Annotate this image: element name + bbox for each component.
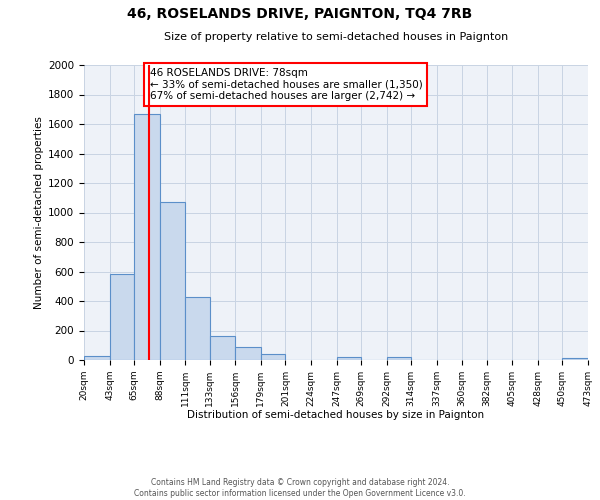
Title: Size of property relative to semi-detached houses in Paignton: Size of property relative to semi-detach…	[164, 32, 508, 42]
Bar	[134, 114, 160, 360]
X-axis label: Distribution of semi-detached houses by size in Paignton: Distribution of semi-detached houses by …	[187, 410, 485, 420]
Bar	[160, 202, 185, 360]
Bar	[261, 354, 286, 360]
Bar	[386, 357, 411, 360]
Bar	[84, 356, 110, 360]
Text: 46, ROSELANDS DRIVE, PAIGNTON, TQ4 7RB: 46, ROSELANDS DRIVE, PAIGNTON, TQ4 7RB	[127, 8, 473, 22]
Text: 46 ROSELANDS DRIVE: 78sqm
← 33% of semi-detached houses are smaller (1,350)
67% : 46 ROSELANDS DRIVE: 78sqm ← 33% of semi-…	[149, 68, 422, 101]
Bar	[337, 357, 361, 360]
Text: Contains HM Land Registry data © Crown copyright and database right 2024.
Contai: Contains HM Land Registry data © Crown c…	[134, 478, 466, 498]
Bar	[235, 346, 261, 360]
Y-axis label: Number of semi-detached properties: Number of semi-detached properties	[34, 116, 44, 309]
Bar	[210, 336, 235, 360]
Bar	[185, 296, 210, 360]
Bar	[562, 358, 588, 360]
Bar	[110, 274, 134, 360]
